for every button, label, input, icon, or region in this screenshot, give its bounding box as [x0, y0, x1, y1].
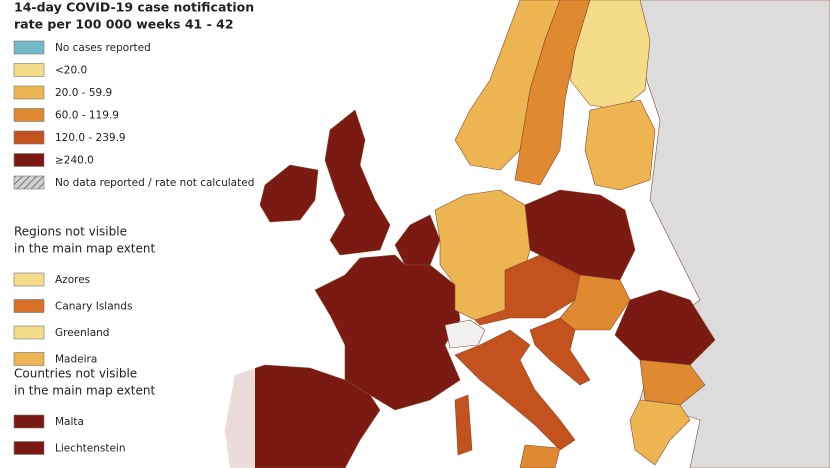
regions-item-swatch: [13, 272, 45, 287]
france: [314, 254, 461, 411]
regions-item-label: Greenland: [55, 327, 109, 339]
baltics: [584, 99, 656, 191]
regions-item-swatch: [13, 352, 45, 366]
legend-item-swatch: [13, 63, 45, 77]
map-land: [224, 0, 830, 468]
bulgaria: [639, 359, 706, 406]
regions-item-swatch: [13, 325, 45, 340]
legend-item-swatch: [13, 108, 45, 122]
regions-heading: Regions not visible: [14, 225, 127, 239]
poland: [524, 189, 636, 281]
legend-item-label: No data reported / rate not calculated: [55, 177, 254, 189]
legend-panel: [0, 0, 255, 468]
countries-item-swatch: [13, 441, 45, 455]
sicily: [519, 444, 561, 468]
legend-title: rate per 100 000 weeks 41 - 42: [14, 17, 234, 32]
countries-heading: Countries not visible: [14, 367, 137, 381]
legend-title: 14-day COVID-19 case notification: [14, 0, 254, 15]
legend: 14-day COVID-19 case notification rate pe…: [0, 0, 255, 468]
legend-item-swatch: [13, 130, 45, 145]
regions-item-label: Madeira: [55, 354, 97, 366]
legend-item-label: No cases reported: [55, 42, 151, 54]
uk: [324, 109, 391, 256]
legend-item-swatch: [13, 153, 45, 167]
legend-item-label: 20.0 - 59.9: [55, 87, 112, 99]
legend-item-label: 60.0 - 119.9: [55, 110, 119, 122]
legend-item-label: ≥240.0: [55, 155, 94, 167]
sweden: [514, 0, 591, 186]
regions-heading: in the main map extent: [14, 242, 156, 256]
greece: [629, 399, 691, 466]
countries-heading: in the main map extent: [14, 384, 156, 398]
legend-item-swatch: [13, 85, 45, 100]
regions-item-label: Azores: [55, 274, 90, 286]
ireland: [259, 164, 319, 223]
benelux: [394, 214, 441, 266]
switzerland: [444, 319, 486, 349]
regions-item-swatch: [13, 299, 45, 313]
countries-item-label: Liechtenstein: [55, 443, 126, 455]
legend-item-swatch: [13, 175, 45, 190]
legend-item-swatch: [13, 40, 45, 55]
regions-item-label: Canary Islands: [55, 301, 132, 313]
romania: [614, 289, 716, 366]
croatia-slovenia: [529, 317, 591, 386]
countries-item-swatch: [13, 414, 45, 429]
finland: [569, 0, 651, 111]
italy: [454, 329, 576, 451]
sardinia-corsica: [454, 394, 473, 456]
legend-item-label: <20.0: [55, 65, 87, 77]
countries-item-label: Malta: [55, 416, 84, 428]
legend-item-label: 120.0 - 239.9: [55, 132, 126, 144]
